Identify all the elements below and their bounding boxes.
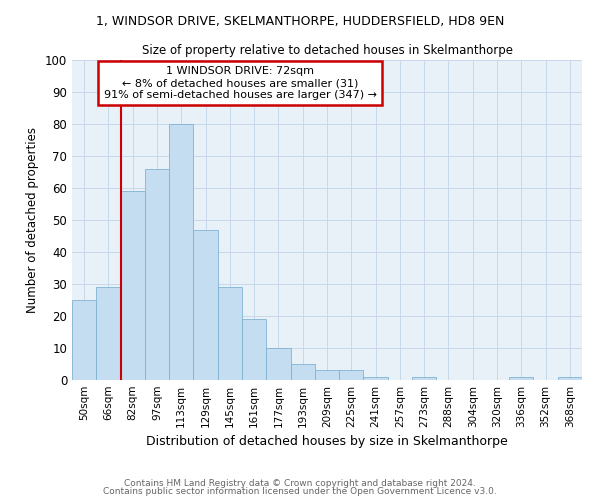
Bar — [315, 370, 339, 380]
Bar — [339, 370, 364, 380]
Text: 1 WINDSOR DRIVE: 72sqm
← 8% of detached houses are smaller (31)
91% of semi-deta: 1 WINDSOR DRIVE: 72sqm ← 8% of detached … — [104, 66, 377, 100]
Bar — [266, 348, 290, 380]
Bar — [96, 287, 121, 380]
Text: 1, WINDSOR DRIVE, SKELMANTHORPE, HUDDERSFIELD, HD8 9EN: 1, WINDSOR DRIVE, SKELMANTHORPE, HUDDERS… — [96, 15, 504, 28]
Bar — [145, 169, 169, 380]
Y-axis label: Number of detached properties: Number of detached properties — [26, 127, 40, 313]
Title: Size of property relative to detached houses in Skelmanthorpe: Size of property relative to detached ho… — [142, 44, 512, 58]
X-axis label: Distribution of detached houses by size in Skelmanthorpe: Distribution of detached houses by size … — [146, 436, 508, 448]
Bar — [121, 191, 145, 380]
Text: Contains public sector information licensed under the Open Government Licence v3: Contains public sector information licen… — [103, 487, 497, 496]
Bar — [169, 124, 193, 380]
Bar — [290, 364, 315, 380]
Bar — [558, 377, 582, 380]
Text: Contains HM Land Registry data © Crown copyright and database right 2024.: Contains HM Land Registry data © Crown c… — [124, 478, 476, 488]
Bar — [412, 377, 436, 380]
Bar — [72, 300, 96, 380]
Bar — [364, 377, 388, 380]
Bar — [242, 319, 266, 380]
Bar — [193, 230, 218, 380]
Bar — [509, 377, 533, 380]
Bar — [218, 287, 242, 380]
